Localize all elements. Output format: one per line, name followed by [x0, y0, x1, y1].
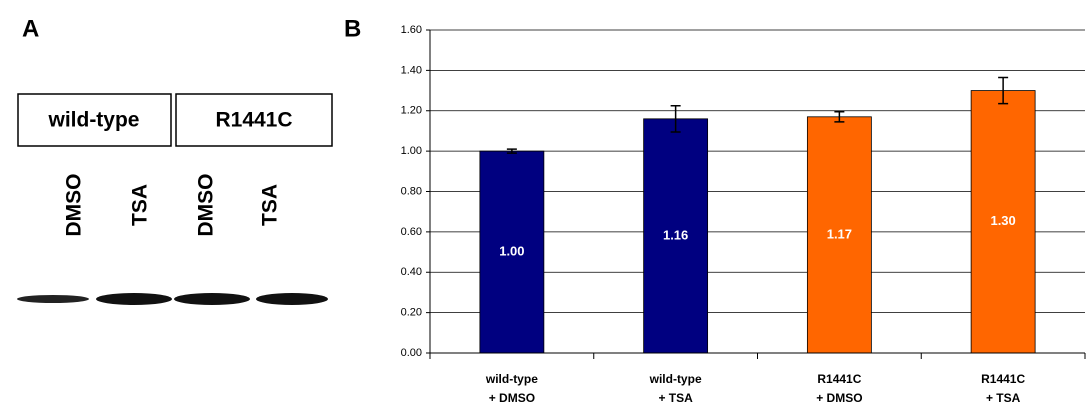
y-tick-label: 0.80 [401, 185, 422, 197]
data-label: 1.17 [827, 226, 852, 241]
y-tick-label: 0.20 [401, 307, 422, 319]
figure: A wild-type R1441C DMSO TSA DMSO TSA B 0… [0, 0, 1090, 412]
data-label: 1.30 [990, 213, 1015, 228]
blot-band [256, 293, 328, 305]
y-tick-label: 0.40 [401, 266, 422, 278]
panel-label: B [344, 15, 361, 42]
data-label: 1.16 [663, 227, 688, 242]
y-tick-label: 1.40 [401, 64, 422, 76]
x-tick-label: + DMSO [489, 391, 535, 405]
lane-label: TSA [259, 184, 282, 226]
x-tick-label: + DMSO [816, 391, 862, 405]
x-tick-label: R1441C [817, 372, 861, 386]
x-tick-label: + TSA [658, 391, 693, 405]
x-tick-label: wild-type [485, 372, 538, 386]
group-label: wild-type [47, 109, 139, 132]
group-label: R1441C [215, 109, 292, 132]
y-tick-label: 0.00 [401, 347, 422, 359]
y-tick-label: 1.20 [401, 105, 422, 117]
y-tick-label: 1.00 [401, 145, 422, 157]
blot [17, 293, 328, 305]
lane-label: DMSO [195, 174, 218, 237]
y-tick-label: 0.60 [401, 226, 422, 238]
x-tick-label: R1441C [981, 372, 1025, 386]
x-tick-label: + TSA [986, 391, 1021, 405]
blot-band [17, 295, 89, 303]
lane-label: TSA [129, 184, 152, 226]
data-label: 1.00 [499, 244, 524, 259]
lane-label: DMSO [63, 174, 86, 237]
panel-label: A [22, 15, 39, 42]
y-tick-label: 1.60 [401, 24, 422, 36]
x-tick-label: wild-type [649, 372, 702, 386]
blot-band [96, 293, 172, 305]
blot-band [174, 293, 250, 305]
page: A wild-type R1441C DMSO TSA DMSO TSA B 0… [0, 0, 1090, 412]
